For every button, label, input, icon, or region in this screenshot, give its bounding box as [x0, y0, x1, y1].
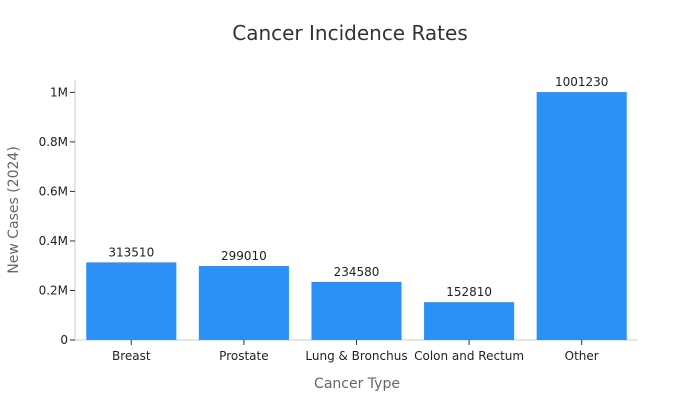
- y-tick-label: 0.4M: [39, 234, 68, 248]
- bar: [424, 302, 515, 340]
- x-tick-label: Other: [565, 349, 599, 363]
- bar-value-label: 234580: [334, 265, 380, 279]
- y-axis-label: New Cases (2024): [6, 146, 22, 274]
- x-tick-label: Colon and Rectum: [414, 349, 524, 363]
- bar: [86, 262, 177, 340]
- plot-area: 0 0.2M 0.4M 0.6M 0.8M 1M 313510 Breast 299010 Pro…: [39, 75, 638, 363]
- y-tick-label: 0: [60, 333, 68, 347]
- y-tick-label: 0.6M: [39, 184, 68, 198]
- bar-value-label: 1001230: [555, 75, 608, 89]
- bar-value-label: 299010: [221, 249, 267, 263]
- bar-value-label: 152810: [446, 285, 492, 299]
- x-tick-label: Prostate: [219, 349, 268, 363]
- y-tick-label: 0.8M: [39, 135, 68, 149]
- bar: [311, 281, 402, 340]
- x-tick-label: Lung & Bronchus: [305, 349, 407, 363]
- y-tick-label: 1M: [50, 85, 68, 99]
- y-tick-label: 0.2M: [39, 283, 68, 297]
- bar: [198, 265, 289, 340]
- bar: [536, 92, 627, 340]
- x-axis-label: Cancer Type: [314, 376, 400, 392]
- bar-value-label: 313510: [108, 245, 154, 259]
- chart-title: Cancer Incidence Rates: [232, 21, 468, 45]
- x-tick-label: Breast: [112, 349, 151, 363]
